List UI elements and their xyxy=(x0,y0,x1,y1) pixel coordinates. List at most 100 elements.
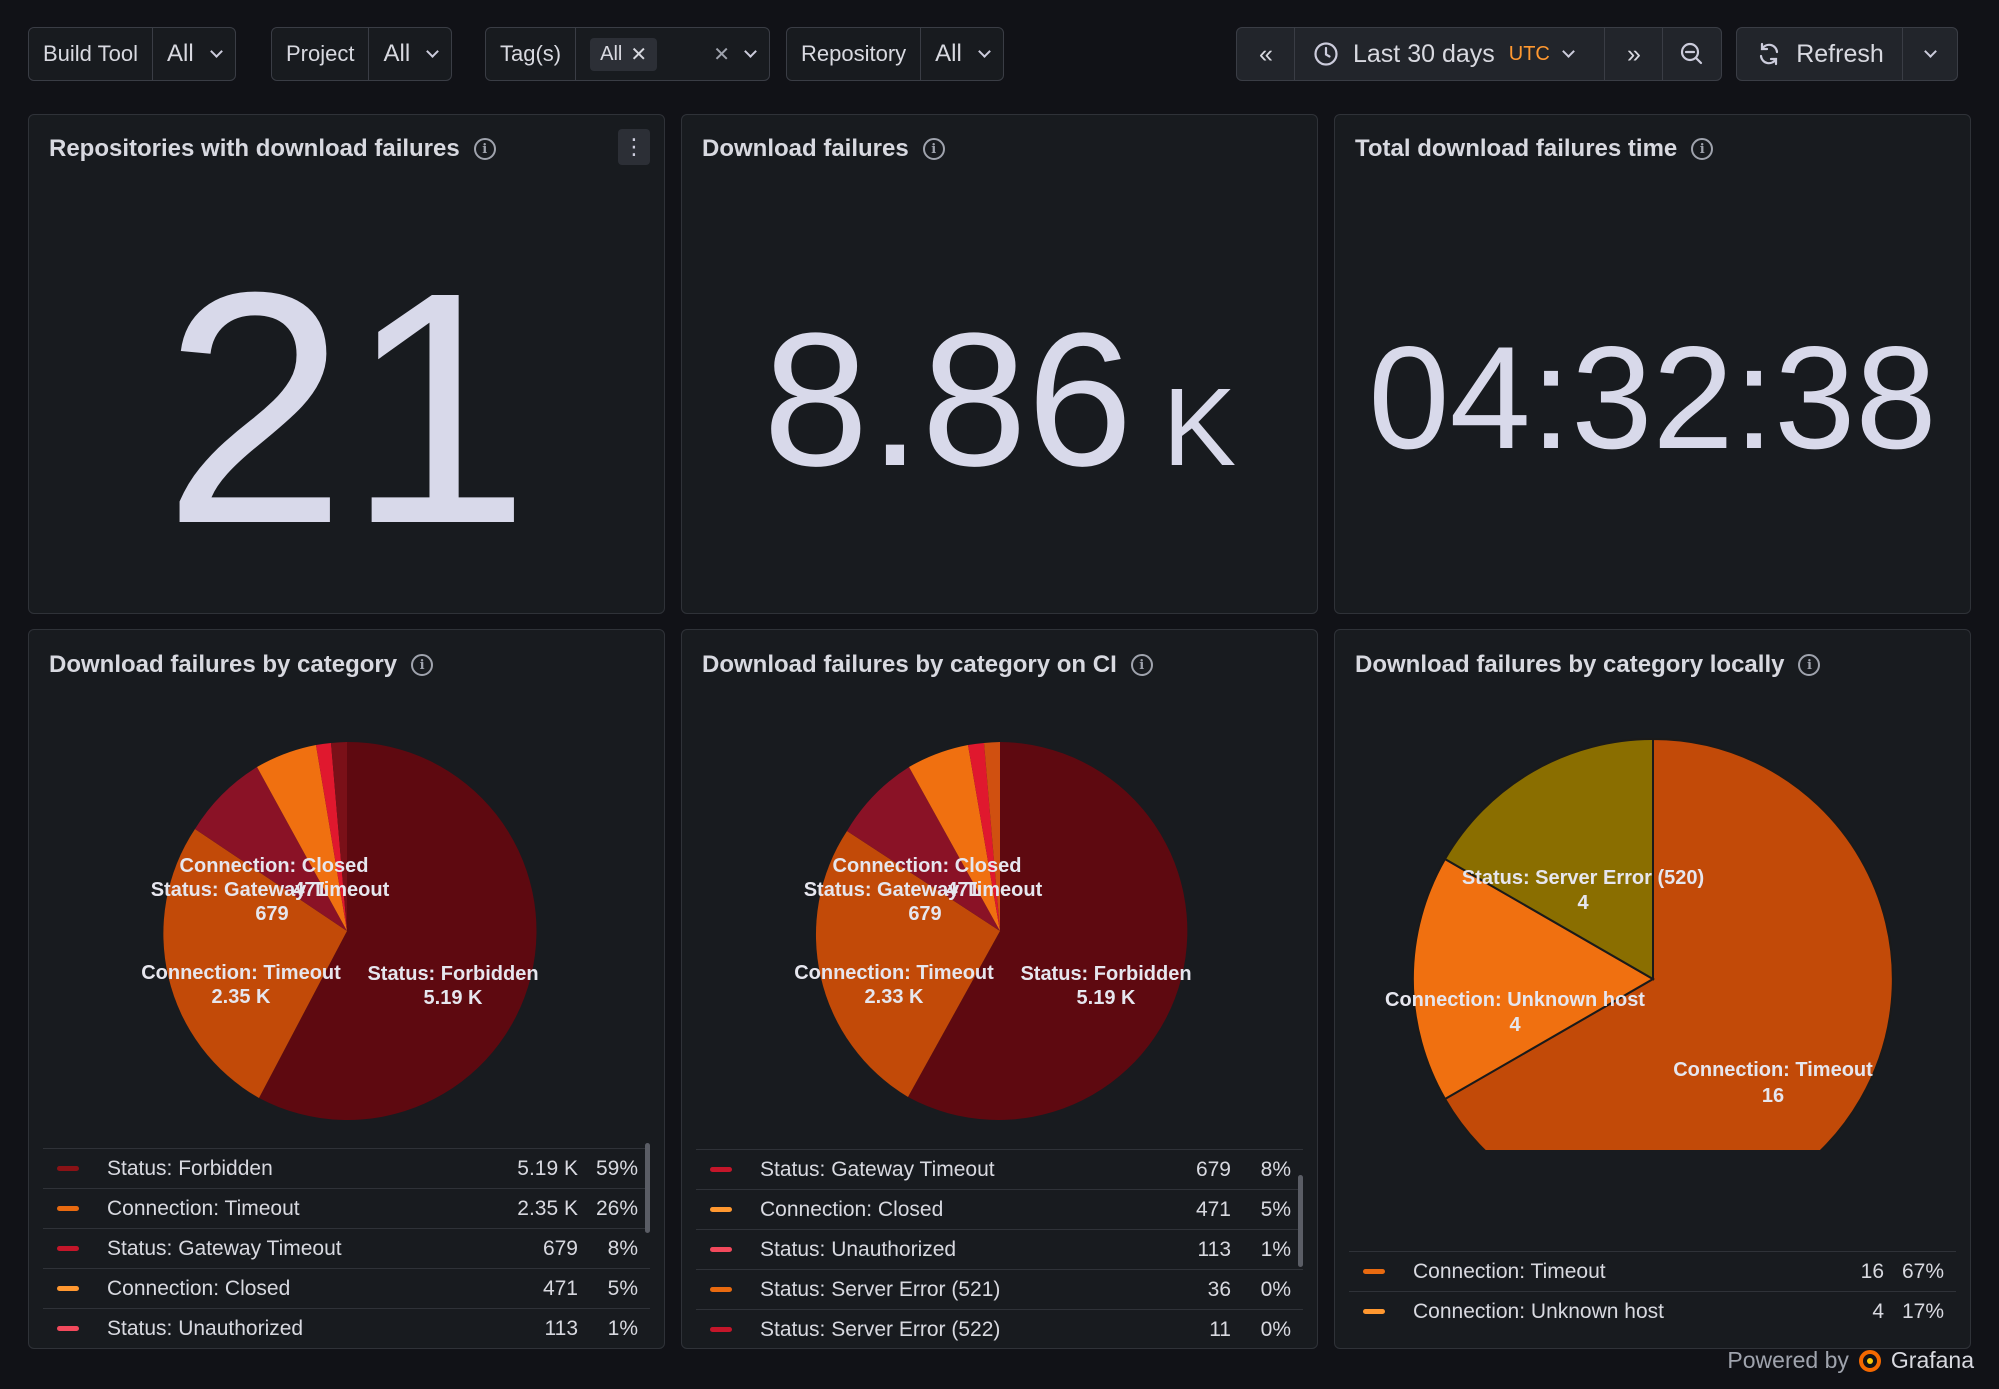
zoom-out-button[interactable] xyxy=(1662,27,1722,81)
pie-slices[interactable] xyxy=(815,742,1188,1120)
pie-value: 679 xyxy=(908,903,941,925)
pie-legend: Status: Forbidden 5.19 K 59% Connection: T… xyxy=(43,1148,650,1348)
pie-value: 5.19 K xyxy=(1077,987,1136,1009)
chevron-down-icon xyxy=(1923,44,1937,58)
pie-label: Connection: Closed xyxy=(833,855,1022,877)
time-picker-button[interactable]: Last 30 days UTC xyxy=(1294,27,1606,81)
legend-row[interactable]: Status: Server Error (521) 36 0% xyxy=(696,1269,1303,1309)
pie-label: Status: Forbidden xyxy=(1020,963,1191,985)
legend-swatch xyxy=(57,1206,79,1211)
legend-row[interactable]: Status: Unauthorized 113 1% xyxy=(696,1229,1303,1269)
repository-filter[interactable]: Repository All xyxy=(786,27,1004,81)
pie-chart: Status: Forbidden 5.19 K Connection: Tim… xyxy=(794,742,1192,1120)
legend-value: 4 xyxy=(1872,1299,1884,1323)
tags-filter[interactable]: Tag(s) All ✕ ✕ xyxy=(485,27,770,81)
info-icon[interactable]: i xyxy=(1691,138,1714,160)
remove-chip-icon[interactable]: ✕ xyxy=(630,43,648,66)
legend-name: Connection: Timeout xyxy=(1413,1259,1606,1283)
pie-value: 16 xyxy=(1762,1085,1784,1107)
refresh-button[interactable]: Refresh xyxy=(1736,27,1904,81)
panel-failures-stat[interactable]: Download failures i 8.86 K xyxy=(681,114,1318,614)
legend-row[interactable]: Status: Forbidden 5.19 K 59% xyxy=(43,1148,650,1188)
legend-name: Status: Unauthorized xyxy=(760,1237,957,1261)
panel-title: Download failures by category locally i xyxy=(1355,651,1821,679)
refresh-interval-button[interactable] xyxy=(1902,27,1958,81)
stat-unit: K xyxy=(1162,366,1237,489)
legend-row[interactable]: Status: Unauthorized 113 1% xyxy=(43,1308,650,1348)
legend-swatch xyxy=(57,1326,79,1331)
legend-row[interactable]: Connection: Timeout 2.35 K 26% xyxy=(43,1188,650,1228)
slice-forbidden xyxy=(908,742,1188,1120)
build-tool-filter[interactable]: Build Tool All xyxy=(28,27,236,81)
slice-gateway xyxy=(195,767,347,931)
pie-value: 4 xyxy=(1577,892,1589,914)
repository-value: All xyxy=(935,40,962,67)
tags-select[interactable]: All ✕ ✕ xyxy=(576,28,769,80)
clear-icon[interactable]: ✕ xyxy=(713,43,730,66)
info-icon[interactable]: i xyxy=(473,138,496,160)
repository-select[interactable]: All xyxy=(921,28,1003,80)
legend-row[interactable]: Connection: Closed 471 5% xyxy=(43,1268,650,1308)
slice-unauthorized xyxy=(316,743,347,931)
refresh-icon xyxy=(1760,42,1779,66)
tag-chip[interactable]: All ✕ xyxy=(590,37,658,71)
slice-timeout xyxy=(1443,737,1894,1150)
info-icon[interactable]: i xyxy=(1130,654,1153,676)
legend-value: 113 xyxy=(544,1316,578,1340)
pie-label: Connection: Timeout xyxy=(141,962,341,984)
legend-pct: 1% xyxy=(607,1316,638,1340)
panel-title-text: Download failures xyxy=(702,135,909,162)
legend-name: Status: Gateway Timeout xyxy=(107,1236,342,1260)
slice-unauthorized xyxy=(968,743,1000,931)
panel-time-stat[interactable]: Total download failures time i 04:32:38 xyxy=(1334,114,1971,614)
pie-slices[interactable] xyxy=(163,741,537,1120)
top-toolbar: Build Tool All Project All Tag(s) All ✕ ✕… xyxy=(0,0,1999,108)
legend-swatch xyxy=(710,1327,732,1332)
legend-value: 679 xyxy=(542,1236,578,1260)
legend-scrollbar[interactable] xyxy=(1298,1175,1303,1267)
legend-value: 2.35 K xyxy=(517,1196,578,1220)
legend-pct: 59% xyxy=(595,1156,638,1180)
panel-repos-stat[interactable]: Repositories with download failures i ⋮ 2… xyxy=(28,114,665,614)
build-tool-value: All xyxy=(167,40,194,67)
info-icon[interactable]: i xyxy=(411,654,434,676)
info-icon[interactable]: i xyxy=(922,138,945,160)
time-shift-back-button[interactable]: « xyxy=(1236,27,1296,81)
legend-swatch xyxy=(57,1246,79,1251)
slice-closed xyxy=(909,745,1000,931)
legend-row[interactable]: Status: Gateway Timeout 679 8% xyxy=(43,1228,650,1268)
legend-scrollbar[interactable] xyxy=(645,1143,650,1233)
legend-row[interactable]: Connection: Unknown host 4 17% xyxy=(1349,1291,1956,1331)
pie-label: Connection: Timeout xyxy=(1673,1059,1873,1081)
grafana-logo-icon xyxy=(1858,1349,1881,1372)
pie-legend: Status: Gateway Timeout 679 8% Connection:… xyxy=(696,1149,1303,1348)
legend-pct: 0% xyxy=(1260,1317,1291,1341)
pie-value: 5.19 K xyxy=(424,987,483,1009)
project-filter[interactable]: Project All xyxy=(271,27,453,81)
panel-title-text: Total download failures time xyxy=(1355,135,1678,162)
info-icon[interactable]: i xyxy=(1798,654,1821,676)
build-tool-select[interactable]: All xyxy=(153,28,235,80)
project-select[interactable]: All xyxy=(369,28,451,80)
slice-forbidden xyxy=(259,741,537,1120)
slice-unknown-host xyxy=(1411,857,1656,1101)
stat-value: 21 xyxy=(162,223,531,592)
legend-row[interactable]: Connection: Closed 471 5% xyxy=(696,1189,1303,1229)
panel-pie-all[interactable]: Download failures by category i Status: F… xyxy=(28,629,665,1349)
legend-row[interactable]: Status: Gateway Timeout 679 8% xyxy=(696,1149,1303,1189)
pie-value: 4 xyxy=(1509,1014,1521,1036)
legend-swatch xyxy=(710,1247,732,1252)
time-shift-forward-button[interactable]: » xyxy=(1604,27,1664,81)
zoom-out-icon xyxy=(1680,42,1703,65)
legend-swatch xyxy=(710,1287,732,1292)
panel-menu-button[interactable]: ⋮ xyxy=(618,129,650,165)
legend-row[interactable]: Connection: Timeout 16 67% xyxy=(1349,1251,1956,1291)
pie-value: 2.33 K xyxy=(865,986,924,1008)
pie-value: 2.35 K xyxy=(212,986,271,1008)
panel-pie-local[interactable]: Download failures by category locally i C… xyxy=(1334,629,1971,1349)
legend-row[interactable]: Status: Server Error (522) 11 0% xyxy=(696,1309,1303,1348)
pie-slices[interactable] xyxy=(1411,737,1894,1150)
pie-label: Status: Gateway Timeout xyxy=(804,879,1043,901)
footer-branding[interactable]: Powered by Grafana xyxy=(1727,1347,1974,1374)
panel-pie-ci[interactable]: Download failures by category on CI i Sta… xyxy=(681,629,1318,1349)
